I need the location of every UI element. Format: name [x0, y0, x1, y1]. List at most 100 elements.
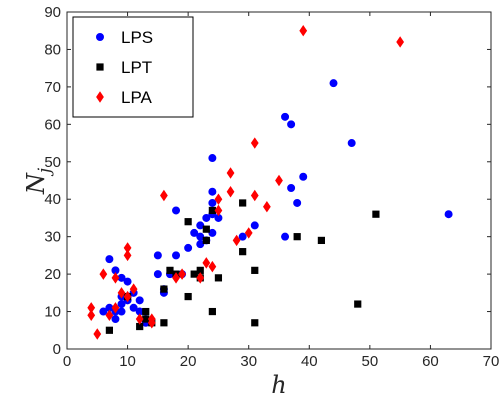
data-point-lpt — [317, 236, 326, 245]
data-point-lps — [281, 112, 290, 121]
data-point-lpt — [202, 236, 210, 245]
data-point-lpt — [251, 266, 259, 274]
data-point-lpt — [166, 266, 174, 274]
data-point-lpt — [184, 292, 192, 301]
data-point-lps — [153, 251, 162, 260]
data-point-lps — [99, 307, 108, 316]
data-point-lps — [444, 210, 453, 219]
legend-label-lps: LPS — [121, 28, 153, 47]
data-point-lps — [329, 79, 338, 88]
x-axis-title: h — [271, 371, 286, 399]
data-point-lps — [347, 139, 356, 148]
data-point-lpa — [87, 309, 96, 322]
data-point-lpa — [250, 189, 259, 202]
data-point-lps — [117, 307, 126, 316]
data-point-lpt — [190, 270, 198, 278]
data-point-lpt — [293, 233, 301, 241]
data-point-lps — [123, 277, 132, 286]
data-point-lpt — [239, 248, 247, 256]
data-point-lpt — [160, 319, 168, 327]
y-tick-label: 30 — [44, 229, 61, 246]
axis-ticks: 0 10 20 30 40 50 60 70 0 10 20 30 40 50 60 70 80 90 — [44, 4, 499, 370]
data-point-lps — [111, 315, 120, 324]
y-tick-label: 70 — [44, 79, 61, 96]
data-point-lpa — [99, 268, 108, 280]
data-point-lpa — [299, 25, 308, 37]
data-point-lps — [172, 206, 181, 215]
data-point-lpt — [142, 307, 150, 316]
data-point-lpt — [251, 319, 259, 327]
y-axis-title-main: N — [22, 172, 50, 195]
legend: LPS LPT LPA — [72, 16, 194, 118]
data-point-lpa — [129, 283, 138, 295]
data-point-lpt — [354, 300, 362, 308]
data-point-lpa — [160, 189, 168, 202]
series-lpt — [105, 199, 380, 334]
data-point-lps — [281, 232, 290, 241]
x-tick-label: 60 — [422, 353, 439, 370]
y-tick-label: 0 — [53, 341, 61, 358]
data-point-lpa — [105, 309, 114, 322]
data-point-lpa — [111, 302, 120, 314]
data-point-lpa — [93, 328, 102, 340]
data-point-lpa — [117, 287, 126, 299]
x-tick-label: 30 — [240, 353, 257, 370]
legend-marker-lpt — [96, 63, 104, 71]
data-point-lps — [135, 296, 144, 305]
data-point-lpa — [196, 272, 205, 284]
data-point-lpa — [123, 249, 132, 262]
data-point-lpa — [396, 36, 405, 48]
data-point-lpt — [202, 225, 210, 233]
data-point-lps — [196, 221, 205, 230]
data-point-lpa — [226, 186, 235, 198]
data-point-lpa — [214, 193, 223, 205]
data-point-lps — [208, 154, 217, 163]
data-point-lpa — [214, 204, 223, 217]
data-point-lps — [238, 232, 247, 241]
data-point-lpa — [250, 137, 259, 149]
legend-label-lpa: LPA — [121, 88, 153, 107]
data-point-lpt — [214, 274, 223, 282]
y-tick-label: 90 — [44, 4, 61, 21]
data-point-lpa — [202, 257, 211, 269]
y-axis-title: Nj — [22, 167, 55, 195]
data-point-lpa — [208, 260, 217, 273]
y-tick-label: 10 — [44, 304, 61, 321]
data-point-lpa — [244, 227, 253, 239]
x-tick-label: 40 — [301, 353, 318, 370]
data-point-lpa — [263, 200, 271, 213]
legend-marker-lps — [96, 33, 105, 42]
x-tick-label: 20 — [180, 353, 197, 370]
svg-text:Nj: Nj — [22, 167, 55, 195]
data-point-lps — [129, 303, 138, 312]
data-point-lps — [190, 228, 199, 237]
legend-marker-lpa — [96, 91, 104, 103]
data-point-lps — [105, 255, 114, 264]
data-point-lps — [287, 183, 296, 192]
data-point-lps — [208, 187, 217, 196]
data-point-lps — [196, 240, 205, 249]
data-point-lpa — [178, 268, 186, 280]
data-point-lpa — [111, 272, 120, 284]
series-lpa — [87, 25, 405, 340]
data-point-lps — [299, 172, 308, 181]
data-point-lps — [293, 198, 302, 207]
legend-label-lpt: LPT — [121, 58, 152, 77]
legend-box — [72, 16, 194, 118]
data-point-lpa — [135, 313, 144, 325]
x-tick-label: 10 — [119, 353, 136, 370]
y-axis-title-subscript: j — [35, 167, 55, 177]
data-point-lpa — [275, 174, 283, 187]
data-point-lpt — [105, 326, 113, 334]
data-points — [87, 25, 453, 340]
data-point-lps — [184, 243, 193, 252]
data-point-lpt — [208, 307, 216, 316]
data-point-lps — [208, 198, 217, 207]
y-tick-label: 40 — [44, 191, 61, 208]
data-point-lpa — [123, 242, 132, 254]
data-point-lps — [208, 228, 217, 237]
data-point-lps — [202, 213, 211, 222]
data-point-lps — [172, 251, 181, 260]
y-tick-label: 20 — [44, 266, 61, 283]
